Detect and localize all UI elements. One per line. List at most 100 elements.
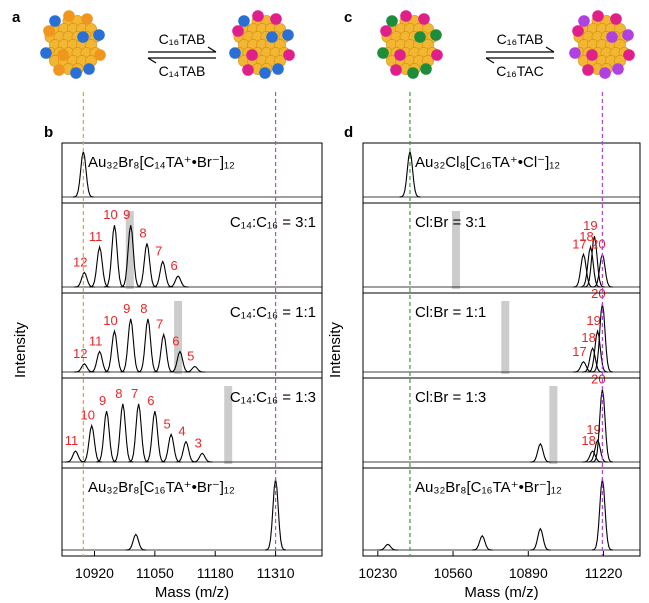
peak-label: 17	[572, 236, 586, 251]
ligand-atom	[49, 15, 61, 27]
ligand-atom	[400, 10, 412, 22]
ligand-atom	[572, 25, 584, 37]
peak	[377, 543, 399, 551]
ligand-atom	[610, 13, 622, 25]
peak-label: 18	[579, 229, 593, 244]
ligand-atom	[606, 31, 618, 43]
peak	[104, 225, 125, 288]
peak-label: 3	[195, 435, 202, 450]
panel-label: d	[344, 124, 353, 141]
ligand-atom	[582, 64, 594, 76]
ligand-atom	[70, 67, 82, 79]
peak	[120, 225, 142, 288]
reverse-arrow	[485, 57, 554, 64]
peak	[73, 271, 95, 288]
peak-label: 19	[586, 422, 600, 437]
panel-title: Au₃₂Br₈[C₁₄TA⁺•Br⁻]₁₂	[88, 154, 235, 171]
ligand-atom	[270, 13, 282, 25]
peak	[582, 346, 603, 373]
y-axis-label: Intensity	[12, 322, 29, 378]
ligand-atom	[377, 47, 389, 59]
x-tick-label: 10560	[434, 565, 473, 581]
peak-label: 12	[73, 346, 87, 361]
peak	[65, 450, 86, 463]
ligand-atom	[431, 49, 443, 61]
peak	[587, 438, 609, 463]
reagent-label: C₁₆TAC	[496, 63, 543, 79]
ligand-atom	[599, 67, 611, 79]
ligand-atom	[43, 25, 55, 37]
peak-label: 6	[147, 393, 154, 408]
peak	[104, 328, 125, 373]
ligand-atom	[259, 67, 271, 79]
peak-label: 9	[99, 393, 106, 408]
panel-title: C₁₄:C₁₆ = 1:3	[230, 389, 316, 406]
peak	[112, 403, 134, 463]
shaded-region	[125, 211, 134, 289]
peak-label: 8	[140, 301, 147, 316]
peak-label: 6	[172, 334, 179, 349]
reaction-arrows	[147, 46, 555, 64]
x-tick-label: 10230	[358, 565, 397, 581]
ligand-atom	[586, 49, 598, 61]
peak	[152, 260, 174, 288]
scheme-label: a	[12, 9, 21, 26]
peak-label: 9	[123, 207, 130, 222]
peak-label: 19	[586, 313, 600, 328]
shaded-region	[549, 386, 558, 464]
panel-title: C₁₄:C₁₆ = 3:1	[230, 214, 316, 231]
peak-label: 11	[89, 229, 103, 244]
ligand-atom	[94, 49, 106, 61]
ligand-atom	[578, 15, 590, 27]
peak	[587, 328, 609, 373]
panel-title: Cl:Br = 3:1	[415, 214, 486, 231]
forward-arrow	[148, 46, 217, 53]
peak-label: 7	[156, 317, 163, 332]
shaded-region	[501, 301, 510, 374]
peak	[137, 318, 159, 373]
y-axis-label: Intensity	[327, 322, 344, 378]
peak	[169, 350, 191, 373]
ligand-atom	[283, 49, 295, 61]
panel-label: b	[44, 124, 53, 141]
ligand-atom	[57, 49, 69, 61]
cluster-illustration	[40, 10, 106, 79]
peak	[583, 235, 605, 288]
x-tick-label: 10920	[75, 565, 114, 581]
peak-label: 10	[103, 207, 117, 222]
peak-label: 6	[170, 258, 177, 273]
ligand-atom	[394, 49, 406, 61]
peak-label: 9	[123, 301, 130, 316]
ligand-atom	[272, 63, 284, 75]
peak-label: 7	[131, 386, 138, 401]
reverse-arrow	[147, 57, 216, 64]
ligand-atom	[418, 13, 430, 25]
peak	[160, 432, 182, 463]
panel-frame	[362, 142, 641, 204]
ligand-atom	[229, 47, 241, 59]
peak	[184, 365, 206, 373]
peak	[125, 533, 147, 551]
peak-label: 5	[163, 416, 170, 431]
ligand-atom	[622, 29, 634, 41]
peak	[580, 244, 601, 288]
peak-label: 12	[73, 254, 87, 269]
x-tick-label: 10890	[509, 565, 548, 581]
peak-label: 8	[139, 225, 146, 240]
panel-title: Au₃₂Cl₈[C₁₆TA⁺•Cl⁻]₁₂	[415, 154, 560, 171]
x-tick-label: 11310	[257, 565, 295, 581]
peak-label: 11	[89, 334, 103, 349]
cluster-illustration	[229, 10, 295, 79]
peak	[529, 442, 551, 463]
peak-label: 4	[178, 424, 185, 439]
peak-label: 7	[155, 244, 162, 259]
shaded-region	[452, 211, 461, 289]
ligand-atom	[232, 25, 244, 37]
ligand-atom	[420, 63, 432, 75]
ligand-atom	[252, 10, 264, 22]
ligand-atom	[81, 13, 93, 25]
panel-title: Au₃₂Br₈[C₁₆TA⁺•Br⁻]₁₂	[88, 479, 235, 496]
peak-label: 17	[572, 344, 586, 359]
